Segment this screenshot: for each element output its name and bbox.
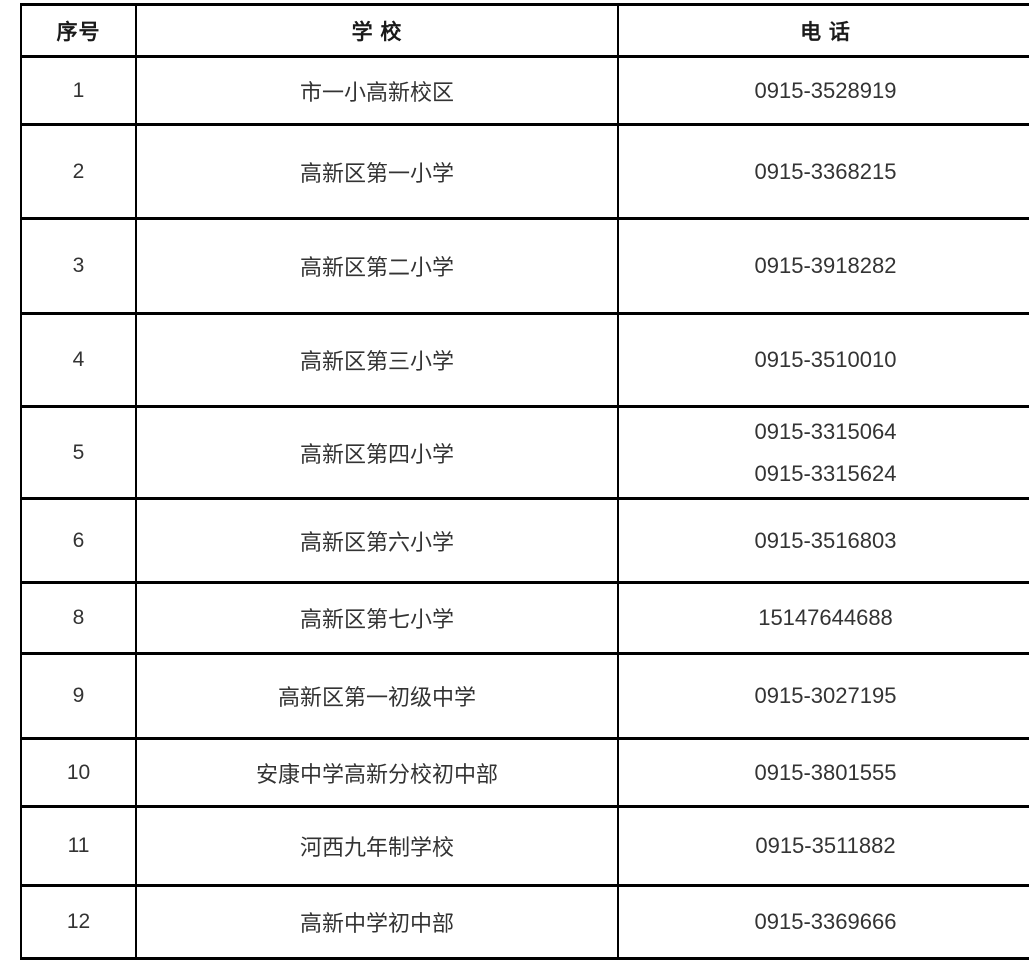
cell-index: 12: [20, 884, 137, 960]
cell-phone: 0915-3528919: [617, 55, 1029, 126]
cell-index: 11: [20, 805, 137, 887]
cell-index: 9: [20, 652, 137, 740]
phone-line: 0915-3027195: [754, 683, 897, 708]
cell-phone: 0915-3516803: [617, 497, 1029, 584]
cell-school: 市一小高新校区: [135, 55, 619, 126]
school-phone-table: 序号 学 校 电 话 1 市一小高新校区 0915-3528919 2 高新区第…: [20, 3, 1029, 960]
cell-index: 4: [20, 312, 137, 408]
table-row: 9 高新区第一初级中学 0915-3027195: [20, 652, 1029, 740]
cell-school: 河西九年制学校: [135, 805, 619, 887]
cell-phone: 0915-3027195: [617, 652, 1029, 740]
table-row: 4 高新区第三小学 0915-3510010: [20, 312, 1029, 408]
cell-phone: 0915-3510010: [617, 312, 1029, 408]
cell-index: 10: [20, 737, 137, 808]
table-row: 2 高新区第一小学 0915-3368215: [20, 123, 1029, 220]
table-row: 12 高新中学初中部 0915-3369666: [20, 884, 1029, 960]
table-row: 11 河西九年制学校 0915-3511882: [20, 805, 1029, 887]
cell-index: 6: [20, 497, 137, 584]
cell-school: 高新区第六小学: [135, 497, 619, 584]
table-row: 5 高新区第四小学 0915-3315064 0915-3315624: [20, 405, 1029, 500]
cell-index: 2: [20, 123, 137, 220]
phone-line: 0915-3516803: [754, 527, 897, 553]
table-row: 3 高新区第二小学 0915-3918282: [20, 217, 1029, 315]
phone-line: 0915-3918282: [754, 253, 897, 278]
phone-line: 0915-3528919: [754, 77, 897, 103]
table-row: 6 高新区第六小学 0915-3516803: [20, 497, 1029, 584]
table-row: 10 安康中学高新分校初中部 0915-3801555: [20, 737, 1029, 808]
phone-line: 0915-3315624: [754, 460, 897, 486]
cell-phone: 0915-3369666: [617, 884, 1029, 960]
cell-school: 高新区第三小学: [135, 312, 619, 408]
header-cell-index: 序号: [20, 3, 137, 58]
cell-school: 高新区第四小学: [135, 405, 619, 500]
cell-phone: 0915-3511882: [617, 805, 1029, 887]
header-cell-phone: 电 话: [617, 3, 1029, 58]
header-cell-school: 学 校: [135, 3, 619, 58]
cell-index: 1: [20, 55, 137, 126]
cell-phone: 0915-3315064 0915-3315624: [617, 405, 1029, 500]
cell-school: 高新区第七小学: [135, 581, 619, 655]
cell-school: 安康中学高新分校初中部: [135, 737, 619, 808]
header-row: 序号 学 校 电 话: [20, 3, 1029, 58]
phone-line: 0915-3315064: [754, 418, 897, 444]
cell-phone: 0915-3801555: [617, 737, 1029, 808]
phone-line: 0915-3801555: [754, 759, 897, 785]
phone-line: 0915-3510010: [754, 347, 897, 372]
cell-index: 5: [20, 405, 137, 500]
table-row: 8 高新区第七小学 15147644688: [20, 581, 1029, 655]
phone-line: 0915-3369666: [754, 909, 897, 934]
cell-school: 高新区第二小学: [135, 217, 619, 315]
phone-line: 0915-3368215: [754, 158, 897, 184]
cell-phone: 0915-3368215: [617, 123, 1029, 220]
cell-school: 高新区第一初级中学: [135, 652, 619, 740]
table-row: 1 市一小高新校区 0915-3528919: [20, 55, 1029, 126]
cell-index: 8: [20, 581, 137, 655]
cell-phone: 0915-3918282: [617, 217, 1029, 315]
phone-line: 15147644688: [758, 605, 893, 630]
cell-school: 高新中学初中部: [135, 884, 619, 960]
table-body: 1 市一小高新校区 0915-3528919 2 高新区第一小学 0915-33…: [20, 55, 1029, 960]
cell-school: 高新区第一小学: [135, 123, 619, 220]
cell-index: 3: [20, 217, 137, 315]
cell-phone: 15147644688: [617, 581, 1029, 655]
phone-line: 0915-3511882: [755, 833, 896, 858]
